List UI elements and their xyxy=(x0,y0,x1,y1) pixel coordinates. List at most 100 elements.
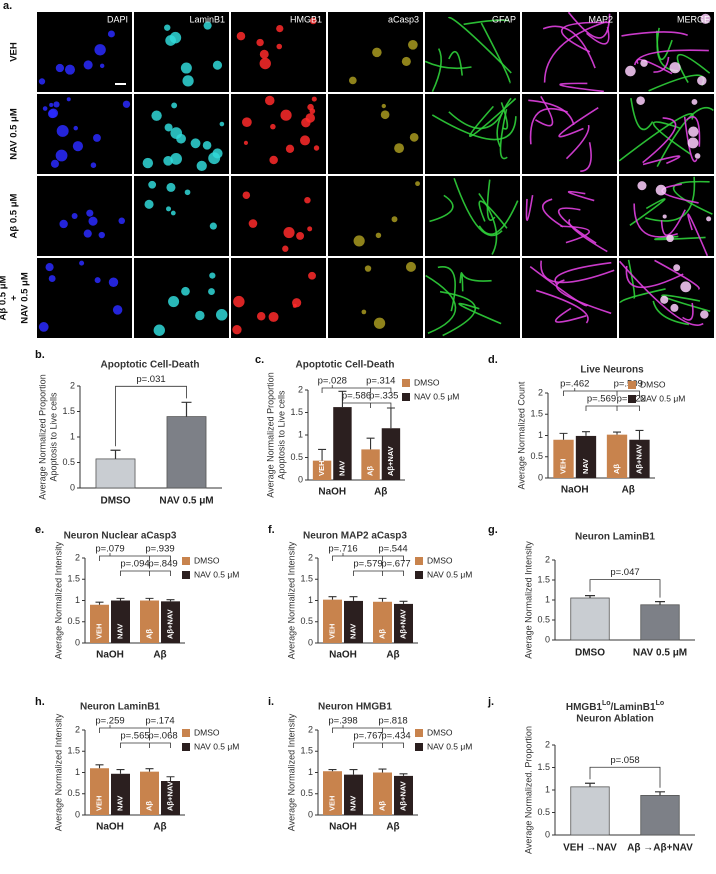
micrograph xyxy=(619,94,714,174)
error-bar xyxy=(635,429,644,440)
p-value: p=.544 xyxy=(378,544,407,555)
cell xyxy=(93,134,101,142)
y-axis-label: Average Normalized Count xyxy=(516,381,526,489)
error-bar xyxy=(116,597,125,601)
significance-bracket xyxy=(585,405,640,411)
y-axis-label: Apoptosis to Live cells xyxy=(48,392,58,482)
fiber xyxy=(565,124,590,160)
cell xyxy=(655,184,667,196)
y-tick-label: 2 xyxy=(75,724,80,734)
y-tick-label: 0 xyxy=(75,809,80,819)
bar xyxy=(111,773,130,815)
bar-label: VEH xyxy=(94,796,103,811)
y-axis-label: Average Normalized Intensity xyxy=(53,713,63,831)
y-axis-label: Average Normalized Proportion xyxy=(37,374,47,499)
significance-bracket xyxy=(99,725,171,733)
error-bar xyxy=(349,596,358,601)
cell xyxy=(107,30,115,38)
y-tick-label: 0.5 xyxy=(530,451,543,461)
error-bar xyxy=(613,431,622,435)
cell xyxy=(636,96,645,105)
y-tick-label: 1.5 xyxy=(67,574,80,584)
legend-swatch xyxy=(182,729,190,737)
cell xyxy=(264,95,275,106)
p-value: p=.569 xyxy=(587,394,616,405)
legend-label: NAV 0.5 μM xyxy=(427,569,472,579)
fiber xyxy=(627,259,636,299)
legend-label: NAV 0.5 μM xyxy=(414,391,459,401)
fiber xyxy=(528,99,575,126)
fiber xyxy=(542,25,596,69)
cell xyxy=(181,286,190,296)
fiber xyxy=(463,19,509,26)
cell xyxy=(242,117,252,128)
row-label: VEH xyxy=(9,42,20,62)
error-bar xyxy=(349,768,358,775)
chart-title: Neuron HMGB1 xyxy=(318,702,392,713)
cell xyxy=(209,272,216,279)
cell xyxy=(182,75,194,87)
cell xyxy=(98,231,105,239)
fiber xyxy=(653,56,670,73)
chart-title: Apoptotic Cell-Death xyxy=(296,360,395,371)
y-axis-label: Average Normalized Intensity xyxy=(53,541,63,659)
micrograph xyxy=(328,94,423,174)
cell xyxy=(301,117,311,128)
x-tick-label: Aβ xyxy=(622,485,635,496)
fiber xyxy=(642,117,677,164)
y-axis-label: Average Normalized Intensity xyxy=(286,541,296,659)
fiber xyxy=(555,279,612,315)
column-label: LaminB1 xyxy=(189,14,225,24)
bar xyxy=(381,428,401,480)
error-bar xyxy=(399,600,408,604)
cell xyxy=(282,245,289,252)
fiber xyxy=(682,302,694,321)
legend-label: DMSO xyxy=(427,555,453,565)
fiber xyxy=(652,300,690,326)
micrograph xyxy=(425,176,520,256)
y-tick-label: 1 xyxy=(538,430,543,440)
p-value: p=.259 xyxy=(95,716,124,727)
y-tick-label: 1 xyxy=(298,429,303,439)
bar-label: Aβ+NAV xyxy=(398,609,407,639)
bar-label: VEH xyxy=(327,796,336,811)
micrograph xyxy=(134,258,229,338)
x-tick-label: Aβ xyxy=(386,822,399,833)
cell xyxy=(56,124,69,137)
fiber xyxy=(478,200,508,229)
y-tick-label: 1 xyxy=(545,594,550,604)
cell xyxy=(53,101,60,108)
fiber xyxy=(424,60,472,70)
y-tick-label: 0.5 xyxy=(537,807,550,817)
cell xyxy=(280,109,292,121)
cell xyxy=(203,21,212,30)
y-tick-label: 0.5 xyxy=(537,614,550,624)
y-axis-label: Average Normalized Intensity xyxy=(523,541,533,659)
fiber xyxy=(630,98,654,131)
x-tick-label: DMSO xyxy=(575,648,605,659)
legend-label: NAV 0.5 μM xyxy=(194,569,239,579)
cell xyxy=(171,102,178,109)
panel-label: g. xyxy=(488,524,498,536)
fiber xyxy=(543,20,608,83)
p-value: p=.677 xyxy=(381,559,410,570)
fiber xyxy=(529,107,568,145)
cell xyxy=(190,138,201,149)
panel-label: i. xyxy=(268,696,274,708)
cell xyxy=(151,110,162,121)
row-label: NAV 0.5 μM xyxy=(20,272,31,324)
error-bar xyxy=(585,595,595,598)
cell xyxy=(118,217,126,225)
column-label: GFAP xyxy=(492,14,516,24)
cell xyxy=(94,277,101,284)
cell xyxy=(49,102,54,107)
cell xyxy=(700,13,711,24)
cell xyxy=(391,216,398,223)
bar xyxy=(312,460,332,480)
y-tick-label: 1.5 xyxy=(67,746,80,756)
p-value: p=.047 xyxy=(610,567,639,578)
cell xyxy=(38,322,49,332)
legend-swatch xyxy=(182,571,190,579)
error-bar xyxy=(366,437,375,450)
x-tick-label: Aβ →Aβ+NAV xyxy=(627,843,693,854)
